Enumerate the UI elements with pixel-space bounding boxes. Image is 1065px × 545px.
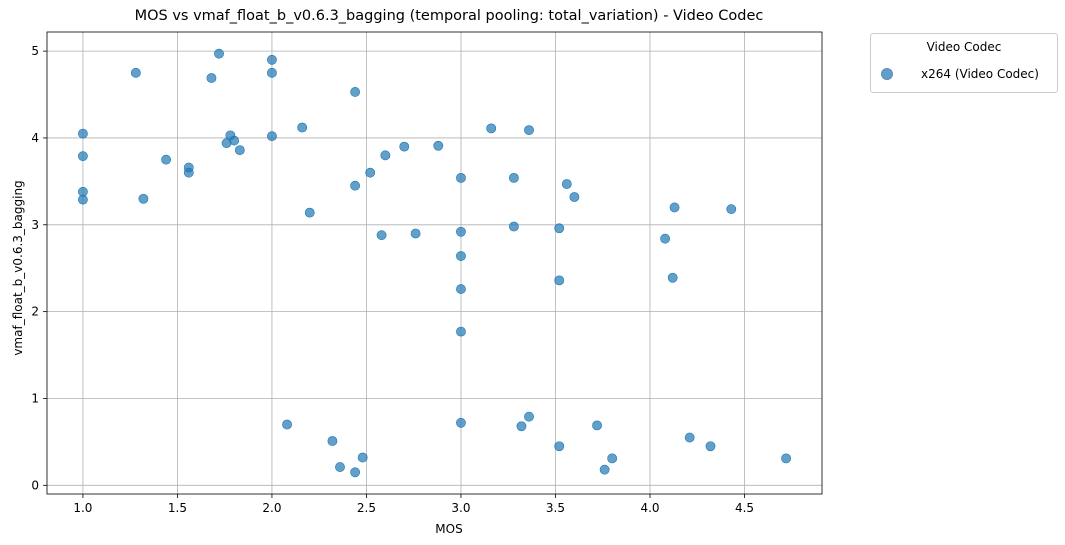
data-point bbox=[380, 150, 391, 161]
data-point bbox=[350, 467, 361, 478]
data-point bbox=[516, 421, 527, 432]
data-point bbox=[335, 462, 345, 472]
data-point bbox=[138, 193, 149, 204]
data-point bbox=[456, 251, 466, 261]
data-point bbox=[433, 140, 444, 151]
plot-area-frame bbox=[46, 31, 823, 495]
x-tick-label: 1.0 bbox=[73, 501, 92, 515]
data-point bbox=[234, 145, 245, 156]
data-point bbox=[561, 179, 572, 189]
data-point bbox=[357, 452, 368, 463]
y-tick-label: 3 bbox=[31, 218, 39, 232]
legend-entry-label: x264 (Video Codec) bbox=[921, 67, 1039, 81]
data-point bbox=[456, 226, 466, 237]
x-tick-label: 1.5 bbox=[168, 501, 187, 515]
y-axis-label: vmaf_float_b_v0.6.3_bagging bbox=[11, 180, 25, 355]
data-point bbox=[214, 48, 224, 59]
y-tick-label: 0 bbox=[31, 478, 39, 492]
data-point bbox=[206, 73, 217, 83]
data-point bbox=[705, 441, 716, 452]
data-point bbox=[267, 131, 277, 142]
data-point bbox=[667, 272, 678, 283]
data-point bbox=[399, 141, 410, 152]
data-point bbox=[456, 284, 466, 294]
data-point bbox=[376, 230, 387, 241]
chart-title: MOS vs vmaf_float_b_v0.6.3_bagging (temp… bbox=[135, 8, 764, 24]
data-point bbox=[456, 417, 466, 428]
data-point bbox=[554, 441, 565, 452]
data-point bbox=[599, 464, 610, 475]
x-axis-label: MOS bbox=[435, 522, 462, 536]
data-point bbox=[554, 275, 565, 286]
data-point bbox=[508, 221, 519, 232]
y-tick-label: 2 bbox=[31, 305, 39, 319]
data-point bbox=[297, 122, 308, 133]
data-point bbox=[350, 87, 361, 97]
data-point bbox=[781, 453, 791, 464]
data-point bbox=[183, 167, 194, 178]
data-point bbox=[669, 202, 680, 213]
data-point bbox=[78, 194, 88, 205]
data-point bbox=[592, 420, 602, 431]
data-point bbox=[267, 67, 277, 78]
legend-title: Video Codec bbox=[926, 40, 1002, 54]
grid-lines bbox=[47, 32, 822, 494]
data-point bbox=[569, 192, 580, 202]
legend-marker-icon bbox=[881, 68, 893, 80]
data-point bbox=[350, 180, 361, 191]
data-point bbox=[267, 54, 277, 65]
data-points bbox=[78, 48, 791, 478]
x-tick-label: 2.0 bbox=[262, 501, 281, 515]
data-point bbox=[410, 228, 421, 239]
x-tick-label: 4.5 bbox=[735, 501, 754, 515]
data-point bbox=[524, 411, 534, 422]
data-point bbox=[660, 233, 671, 244]
data-point bbox=[161, 154, 171, 165]
data-point bbox=[726, 204, 737, 215]
x-tick-label: 3.5 bbox=[546, 501, 565, 515]
data-point bbox=[327, 436, 338, 446]
data-point bbox=[282, 419, 292, 430]
data-point bbox=[456, 172, 466, 183]
data-point bbox=[78, 151, 88, 162]
data-point bbox=[524, 125, 534, 136]
y-tick-label: 4 bbox=[31, 131, 39, 145]
data-point bbox=[554, 223, 565, 234]
data-point bbox=[229, 135, 240, 146]
x-tick-label: 3.0 bbox=[451, 501, 470, 515]
data-point bbox=[78, 128, 88, 139]
data-point bbox=[508, 172, 519, 183]
y-tick-label: 5 bbox=[31, 44, 39, 58]
data-point bbox=[304, 207, 315, 218]
data-point bbox=[456, 326, 466, 337]
data-point bbox=[607, 453, 618, 464]
data-point bbox=[684, 432, 695, 443]
x-tick-label: 4.0 bbox=[640, 501, 659, 515]
x-tick-label: 2.5 bbox=[357, 501, 376, 515]
data-point bbox=[130, 67, 141, 78]
y-tick-label: 1 bbox=[31, 391, 39, 405]
data-point bbox=[365, 167, 376, 178]
axis-ticks: 1.0 1.5 2.0 2.5 3.0 3.5 4.0 4.5 0 1 2 3 4 5 bbox=[31, 44, 754, 515]
legend: Video Codec x264 (Video Codec) bbox=[870, 33, 1058, 93]
data-point bbox=[486, 123, 497, 134]
legend-entry-x264: x264 (Video Codec) bbox=[881, 67, 1039, 81]
